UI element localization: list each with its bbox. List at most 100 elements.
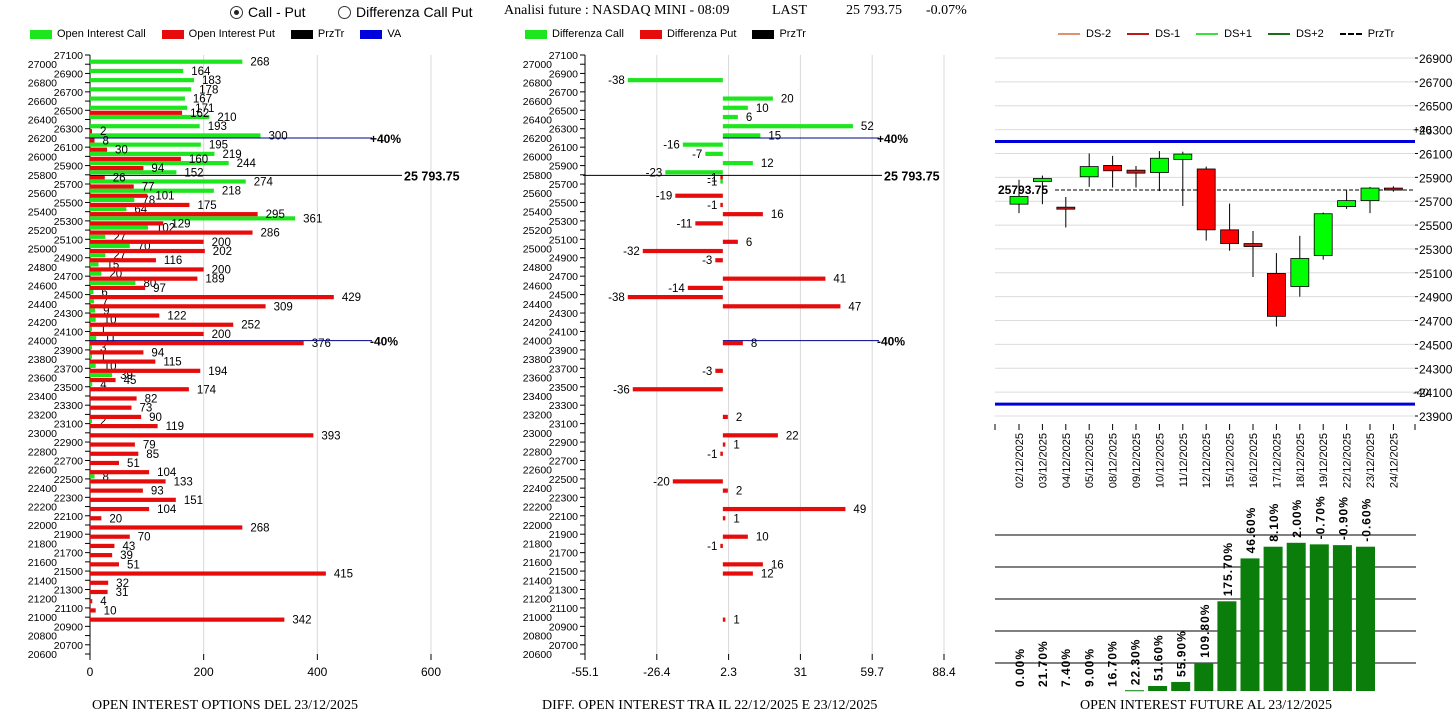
legend-item-differenza-put: Differenza Put	[639, 28, 737, 40]
bar-put	[90, 156, 181, 161]
legend-label: Open Interest Put	[188, 28, 275, 40]
oi-bar	[1356, 546, 1375, 691]
y-tick-label: 21100	[55, 603, 84, 615]
candle-body	[1173, 153, 1193, 160]
oi-bar-label: 46.60%	[1244, 507, 1258, 554]
y-tick-label: 22300	[54, 492, 83, 504]
bar-call	[705, 151, 723, 156]
bar-call	[90, 474, 95, 479]
bar-call	[90, 216, 296, 221]
bar-put	[672, 479, 723, 484]
y-tick-label: 20900	[54, 621, 83, 633]
bar-put	[90, 350, 144, 355]
bar-put	[90, 617, 285, 622]
legend-item-open-interest-call: Open Interest Call	[30, 28, 146, 40]
bar-put	[90, 110, 183, 115]
bar-value-label: -38	[608, 292, 625, 304]
y-tick-label: 20900	[549, 621, 578, 633]
y-tick-label: 23700	[54, 363, 83, 375]
bar-put	[90, 405, 132, 410]
price-label: 25 793.75	[404, 169, 460, 183]
bar-value-label: 12	[761, 569, 774, 581]
radio-differenza-indicator[interactable]	[338, 5, 351, 19]
bar-put	[720, 543, 723, 549]
oi-bar	[1217, 601, 1237, 691]
bar-value-label: 32	[116, 578, 129, 590]
y-tick-label: 25100	[1419, 267, 1453, 281]
bar-put	[715, 258, 723, 263]
y-tick-label: 20700	[54, 640, 83, 652]
radio-call-put[interactable]: Call - Put	[230, 4, 306, 20]
y-tick-label: 23900	[54, 345, 83, 357]
y-tick-label: 23200	[523, 409, 552, 421]
y-tick-label: 24700	[54, 271, 83, 283]
bar-value-label: 2	[736, 486, 742, 498]
y-tick-label: 21200	[28, 594, 57, 606]
bar-call	[722, 133, 761, 138]
legend-swatch-icon	[161, 29, 184, 39]
bar-value-label: -19	[656, 191, 673, 203]
y-tick-label: 23600	[523, 373, 552, 385]
bar-value-label: 16	[771, 559, 784, 571]
y-tick-label: 26300	[54, 124, 83, 136]
bar-value-label: -3	[702, 366, 712, 378]
candle-body	[1220, 229, 1240, 244]
bar-value-label: -11	[677, 218, 693, 230]
bar-put	[90, 608, 96, 613]
bar-put	[90, 359, 156, 364]
bar-call	[90, 179, 246, 184]
oi-bar	[1194, 662, 1214, 691]
bar-put	[90, 248, 205, 254]
radio-call-put-label: Call - Put	[248, 4, 306, 20]
bar-value-label: 39	[120, 550, 133, 562]
oi-bar-label: 175.70%	[1221, 542, 1235, 596]
bar-value-label: 9	[103, 306, 109, 318]
y-tick-label: 24200	[523, 317, 552, 329]
bar-value-label: 39	[120, 370, 133, 382]
bar-put	[90, 331, 204, 337]
legend-label: Differenza Put	[666, 28, 737, 40]
bar-value-label: 171	[195, 103, 214, 115]
bar-put	[720, 451, 723, 456]
bar-value-label: 194	[208, 366, 228, 378]
bar-put	[90, 322, 234, 327]
bar-value-label: -1	[707, 541, 717, 553]
bar-put	[90, 313, 160, 318]
bar-value-label: 200	[212, 329, 231, 341]
y-tick-label: 26100	[1419, 147, 1453, 161]
bar-value-label: 415	[334, 569, 353, 581]
legend-label: DS-1	[1155, 28, 1181, 40]
candle-body	[1383, 187, 1403, 191]
bar-put	[90, 580, 109, 585]
bar-value-label: 252	[241, 320, 260, 332]
y-tick-label: 24700	[1419, 315, 1453, 329]
footer-left: OPEN INTEREST OPTIONS DEL 23/12/2025	[92, 698, 358, 713]
x-tick-label: 10/12/2025	[1154, 433, 1166, 488]
bar-value-label: 164	[191, 66, 211, 78]
y-tick-label: 26700	[549, 87, 578, 99]
bar-call	[90, 225, 148, 230]
bar-call	[90, 317, 96, 322]
y-tick-label: 22600	[523, 465, 552, 477]
bar-put	[90, 184, 134, 189]
y-tick-label: 24400	[523, 299, 552, 311]
legend-swatch-icon	[639, 29, 662, 39]
y-tick-label: 25400	[28, 207, 57, 219]
y-tick-label: 21400	[523, 575, 552, 587]
bar-value-label: -20	[653, 476, 670, 488]
oi-bar	[1309, 544, 1329, 691]
x-tick-label: 31	[794, 665, 808, 679]
radio-differenza[interactable]: Differenza Call Put	[338, 4, 472, 20]
bar-value-label: 8	[103, 135, 109, 147]
bar-value-label: 6	[101, 287, 107, 299]
y-tick-label: 26100	[549, 142, 578, 154]
radio-call-put-indicator[interactable]	[230, 5, 243, 19]
candlestick-chart: 26900 26700 26500 26300 26100 25900 25700 25500…	[994, 52, 1453, 488]
bar-value-label: 122	[167, 311, 186, 323]
candle-body	[1103, 165, 1122, 172]
y-tick-label: 21900	[54, 529, 83, 541]
bar-call	[90, 290, 94, 295]
y-tick-label: 24000	[28, 336, 57, 348]
x-tick-label: 2.3	[720, 665, 737, 679]
y-tick-label: 26000	[523, 151, 552, 163]
